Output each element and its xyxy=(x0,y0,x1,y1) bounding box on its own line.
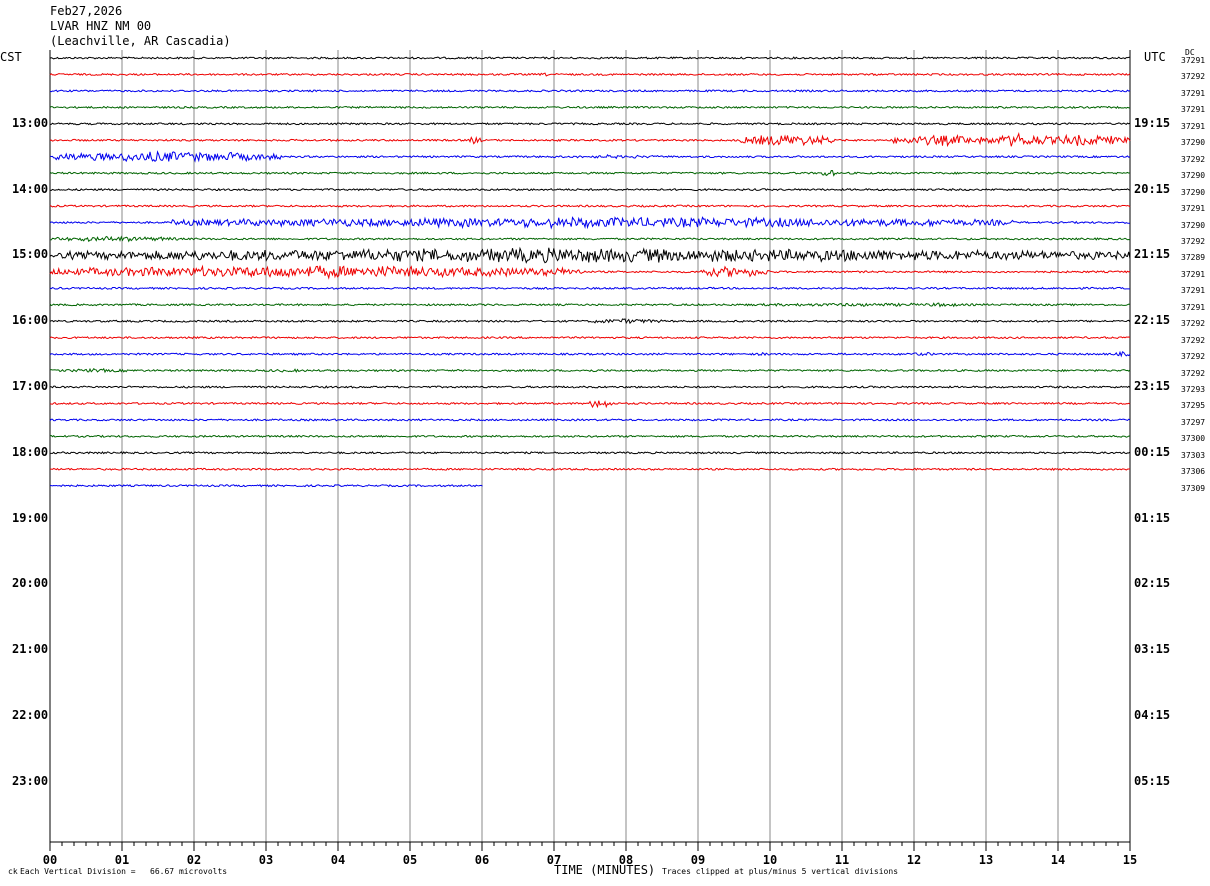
x-tick-label: 11 xyxy=(830,853,854,867)
seismic-trace xyxy=(50,205,1130,207)
dc-offset-value: 37309 xyxy=(1181,484,1205,493)
seismic-trace xyxy=(50,435,1130,437)
dc-offset-value: 37289 xyxy=(1181,253,1205,262)
x-tick-label: 15 xyxy=(1118,853,1142,867)
right-hour-label: 19:15 xyxy=(1134,116,1170,130)
right-hour-label: 20:15 xyxy=(1134,182,1170,196)
seismic-trace xyxy=(50,419,1130,421)
x-axis-title: TIME (MINUTES) xyxy=(554,863,655,877)
x-tick-label: 10 xyxy=(758,853,782,867)
x-tick-label: 12 xyxy=(902,853,926,867)
left-hour-label: 19:00 xyxy=(12,511,48,525)
dc-offset-value: 37292 xyxy=(1181,72,1205,81)
left-hour-label: 14:00 xyxy=(12,182,48,196)
seismic-trace xyxy=(50,352,1130,356)
seismic-trace xyxy=(50,73,1130,76)
seismic-trace xyxy=(50,369,1130,372)
seismic-trace xyxy=(50,217,1130,228)
dc-offset-value: 37291 xyxy=(1181,303,1205,312)
right-hour-label: 21:15 xyxy=(1134,247,1170,261)
right-hour-label: 01:15 xyxy=(1134,511,1170,525)
dc-offset-value: 37291 xyxy=(1181,286,1205,295)
x-tick-label: 04 xyxy=(326,853,350,867)
dc-offset-value: 37290 xyxy=(1181,138,1205,147)
left-hour-label: 13:00 xyxy=(12,116,48,130)
seismic-trace xyxy=(50,303,1130,306)
seismic-trace xyxy=(50,248,1130,263)
right-hour-label: 04:15 xyxy=(1134,708,1170,722)
dc-offset-value: 37291 xyxy=(1181,122,1205,131)
x-tick-label: 13 xyxy=(974,853,998,867)
x-tick-label: 06 xyxy=(470,853,494,867)
seismic-trace xyxy=(50,134,1130,147)
right-hour-label: 00:15 xyxy=(1134,445,1170,459)
dc-offset-value: 37291 xyxy=(1181,105,1205,114)
x-tick-label: 14 xyxy=(1046,853,1070,867)
right-hour-label: 02:15 xyxy=(1134,576,1170,590)
seismic-trace xyxy=(50,106,1130,108)
seismic-trace xyxy=(50,123,1130,125)
left-hour-label: 22:00 xyxy=(12,708,48,722)
left-hour-label: 21:00 xyxy=(12,642,48,656)
left-hour-label: 17:00 xyxy=(12,379,48,393)
seismic-trace xyxy=(50,287,1130,289)
seismic-trace xyxy=(50,236,1130,241)
dc-offset-value: 37292 xyxy=(1181,352,1205,361)
seismic-trace xyxy=(50,189,1130,191)
dc-offset-value: 37291 xyxy=(1181,56,1205,65)
dc-offset-value: 37292 xyxy=(1181,237,1205,246)
right-hour-label: 05:15 xyxy=(1134,774,1170,788)
x-tick-label: 02 xyxy=(182,853,206,867)
left-hour-label: 16:00 xyxy=(12,313,48,327)
dc-offset-value: 37292 xyxy=(1181,155,1205,164)
seismic-trace xyxy=(50,171,1130,176)
clip-note: Traces clipped at plus/minus 5 vertical … xyxy=(662,867,898,876)
left-hour-label: 18:00 xyxy=(12,445,48,459)
dc-offset-value: 37292 xyxy=(1181,319,1205,328)
seismic-traces xyxy=(50,57,1130,486)
dc-offset-value: 37290 xyxy=(1181,221,1205,230)
seismic-trace xyxy=(50,468,1130,470)
seismic-trace xyxy=(50,319,1130,323)
right-hour-label: 23:15 xyxy=(1134,379,1170,393)
dc-offset-value: 37295 xyxy=(1181,401,1205,410)
right-hour-label: 03:15 xyxy=(1134,642,1170,656)
dc-offset-value: 37297 xyxy=(1181,418,1205,427)
seismic-trace xyxy=(50,152,1130,162)
time-gridlines xyxy=(50,50,1130,842)
dc-offset-value: 37303 xyxy=(1181,451,1205,460)
dc-offset-value: 37291 xyxy=(1181,204,1205,213)
left-hour-label: 15:00 xyxy=(12,247,48,261)
logo-mark: ck xyxy=(8,867,18,876)
dc-offset-value: 37292 xyxy=(1181,336,1205,345)
dc-offset-value: 37291 xyxy=(1181,89,1205,98)
dc-offset-value: 37293 xyxy=(1181,385,1205,394)
x-axis xyxy=(50,842,1130,851)
division-note: Each Vertical Division = 66.67 microvolt… xyxy=(20,867,227,876)
dc-offset-value: 37306 xyxy=(1181,467,1205,476)
seismic-trace xyxy=(50,386,1130,388)
dc-offset-value: 37292 xyxy=(1181,369,1205,378)
seismic-trace xyxy=(50,401,1130,407)
x-tick-label: 01 xyxy=(110,853,134,867)
x-tick-label: 00 xyxy=(38,853,62,867)
seismic-trace xyxy=(50,266,1130,278)
x-tick-label: 05 xyxy=(398,853,422,867)
x-tick-label: 09 xyxy=(686,853,710,867)
seismic-trace xyxy=(50,90,1130,92)
left-hour-label: 23:00 xyxy=(12,774,48,788)
dc-offset-value: 37290 xyxy=(1181,188,1205,197)
seismic-trace xyxy=(50,452,1130,454)
seismic-trace xyxy=(50,337,1130,339)
dc-offset-value: 37291 xyxy=(1181,270,1205,279)
seismic-trace xyxy=(50,57,1130,59)
dc-offset-value: 37300 xyxy=(1181,434,1205,443)
x-tick-label: 03 xyxy=(254,853,278,867)
left-hour-label: 20:00 xyxy=(12,576,48,590)
right-hour-label: 22:15 xyxy=(1134,313,1170,327)
dc-offset-value: 37290 xyxy=(1181,171,1205,180)
